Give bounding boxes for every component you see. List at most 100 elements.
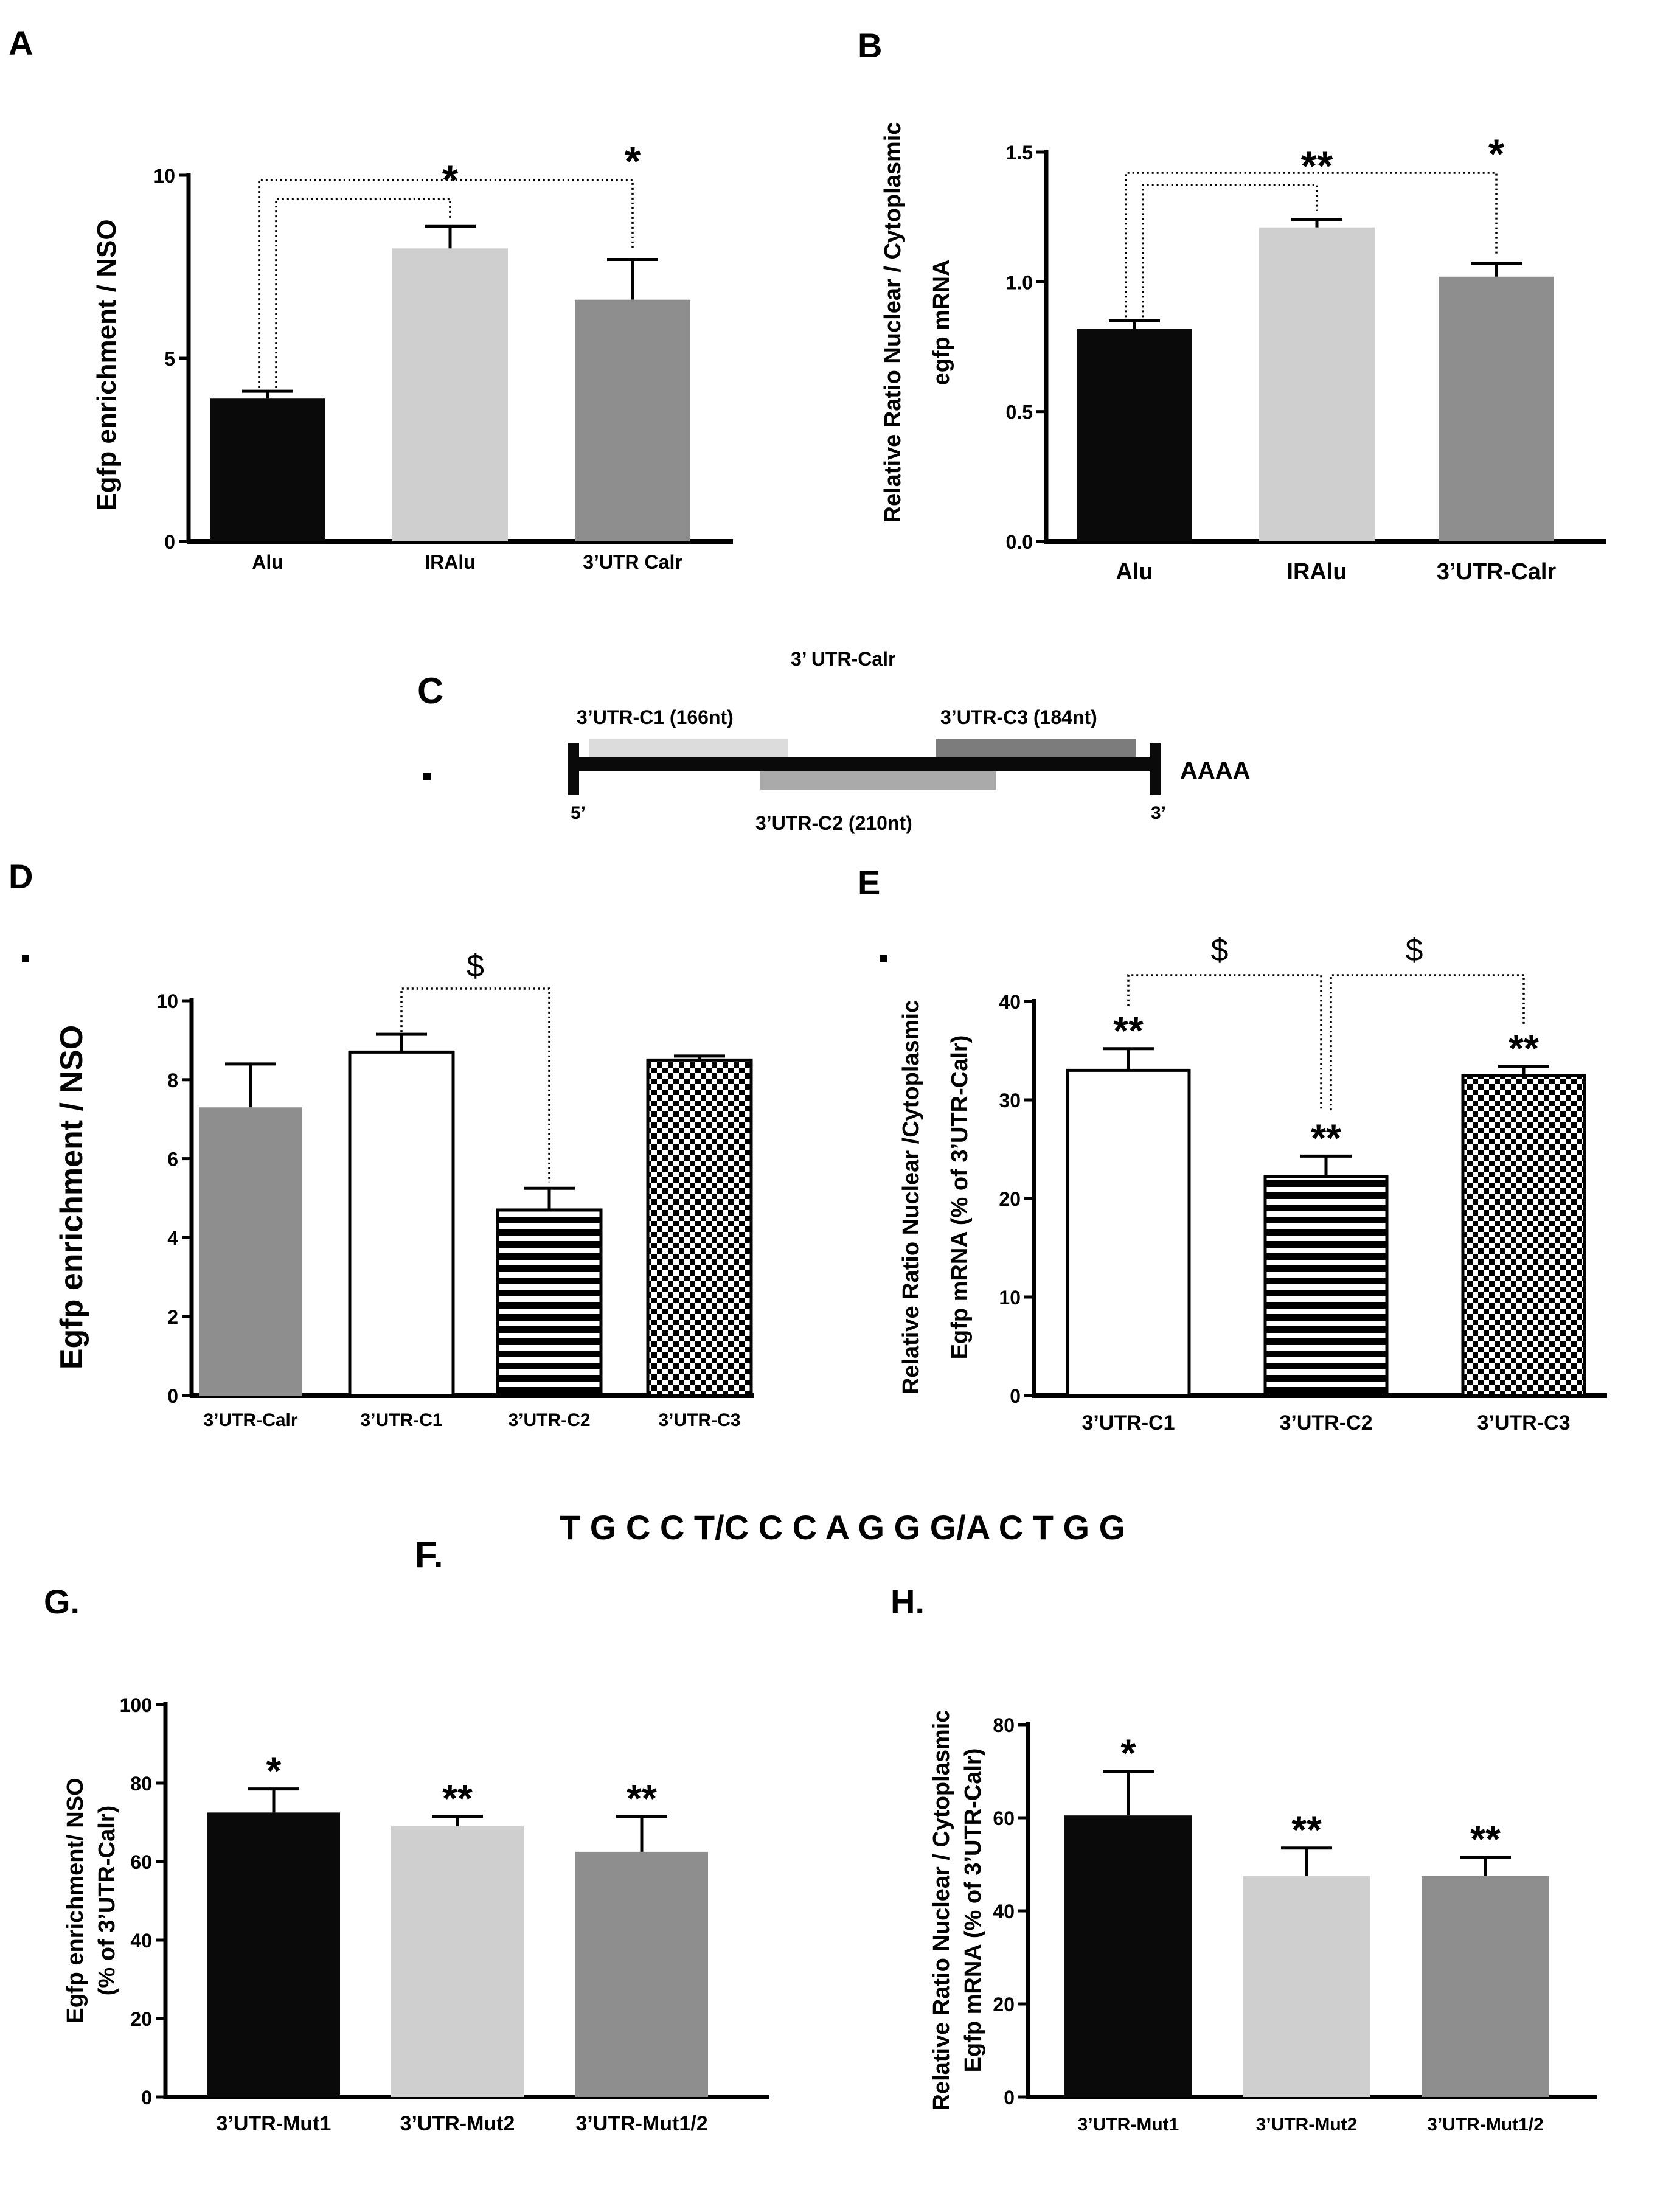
x-tick-label: 3’UTR-Mut2 [400,2112,515,2135]
x-tick-label: 3’UTR-Mut1 [1078,2115,1179,2135]
bar-significance: ** [1291,1808,1322,1852]
sequence-text: T G C C T/C C C A G G G/A C T G G [560,1508,1125,1546]
schematic-title: 3’ UTR-Calr [791,648,895,670]
segment-c2-bar [760,771,996,790]
x-tick-label: 3’UTR-C2 [508,1410,590,1430]
segment-c3-label: 3’UTR-C3 (184nt) [940,706,1097,728]
bracket-label: $ [1406,933,1423,968]
bar [1243,1876,1370,2097]
y-tick-label: 1.0 [1006,271,1033,293]
y-tick-label: 20 [993,1994,1015,2015]
y-tick-label: 10 [999,1287,1021,1309]
y-axis-label-line: (% of 3’UTR-Calr) [94,1806,120,1995]
bracket-label: $ [1211,933,1229,968]
bar [207,1812,340,2097]
x-tick-label: 3’UTR Calr [583,551,682,573]
panel-label-e: E [858,863,880,902]
y-tick-label: 0 [141,2087,152,2109]
significance-bracket [258,179,634,388]
stray-dot [880,955,887,962]
x-tick-label: 3’UTR-Calr [1437,559,1557,585]
bar [575,1851,708,2097]
significance-bracket [1142,184,1318,318]
bracket-label: ** [1301,143,1333,189]
y-tick-label: 80 [993,1714,1015,1736]
y-tick-label: 0.0 [1006,531,1033,553]
y-tick-label: 0 [167,1385,178,1407]
bar [496,1208,603,1397]
transcript-line [573,757,1151,771]
left-end-cap [568,743,579,795]
x-tick-label: 3’UTR-Mut2 [1256,2115,1358,2135]
bar-significance: ** [1311,1116,1341,1160]
chart-e: Relative Ratio Nuclear /Cytoplasmic Egfp … [898,933,1607,1435]
polya-label: AAAA [1180,757,1251,784]
y-axis-label-line: Relative Ratio Nuclear / Cytoplasmic [880,122,906,523]
bar-significance: ** [442,1776,473,1820]
y-tick-label: 8 [167,1069,178,1091]
bracket-label: $ [467,948,484,984]
y-tick-label: 20 [130,2008,152,2030]
right-end-cap [1150,743,1161,795]
y-axis-label-line: Relative Ratio Nuclear / Cytoplasmic [929,1710,954,2111]
y-tick-label: 6 [167,1149,178,1170]
y-tick-label: 60 [130,1851,152,1873]
charts-layer: Egfp enrichment / NSO 0 5 10 Alu IRAlu 3’UTR C… [54,122,1607,2135]
x-tick-label: IRAlu [1286,559,1347,585]
y-tick-label: 0 [1004,2087,1015,2109]
y-tick-label: 0 [1010,1385,1021,1407]
segment-c1-bar [589,739,788,757]
bar-significance: * [266,1749,282,1793]
panel-label-h: H. [891,1582,925,1621]
x-tick-label: IRAlu [425,551,476,573]
bar-significance: ** [1113,1009,1144,1052]
stray-dot [22,955,29,962]
bar-significance: ** [627,1776,657,1820]
bar [1461,1074,1586,1397]
significance-bracket [400,987,550,1183]
significance-bracket [1125,172,1498,318]
y-axis-label-line: Relative Ratio Nuclear /Cytoplasmic [898,1000,924,1394]
y-axis-label-line: Egfp mRNA (% of 3’UTR-Calr) [947,1035,973,1360]
y-axis-label-line: Egfp enrichment/ NSO [63,1778,88,2023]
x-tick-label: 3’UTR-C2 [1279,1411,1372,1435]
chart-b: Relative Ratio Nuclear / Cytoplasmic egfp… [880,122,1606,585]
y-axis-label-line: Egfp mRNA (% of 3’UTR-Calr) [960,1748,986,2073]
segment-c3-bar [936,739,1136,757]
end-5-label: 5’ [571,803,586,823]
panel-label-a: A [9,24,33,62]
y-axis-label: Egfp enrichment / NSO [54,1025,89,1369]
bar [391,1826,524,2097]
stray-dot [423,773,431,780]
x-tick-label: 3’UTR-Mut1/2 [1427,2115,1544,2135]
bar-significance: ** [1509,1026,1539,1070]
bar [1259,227,1375,541]
x-tick-label: 3’UTR-Mut1/2 [575,2112,707,2135]
x-tick-label: 3’UTR-Mut1 [217,2112,332,2135]
chart-h: Relative Ratio Nuclear / Cytoplasmic Egfp… [929,1710,1597,2135]
sequence-panel-label: F. [415,1534,443,1575]
chart-a: Egfp enrichment / NSO 0 5 10 Alu IRAlu 3’UTR C… [92,138,733,573]
x-tick-label: 3’UTR-C1 [1081,1411,1175,1435]
bar [1439,276,1554,541]
y-tick-label: 0 [164,531,175,553]
bar [646,1058,753,1397]
y-tick-label: 0.5 [1006,402,1033,423]
y-tick-label: 5 [164,348,175,370]
y-tick-label: 1.5 [1006,142,1033,164]
bar [1422,1876,1549,2097]
bar-significance: * [1121,1731,1136,1775]
bar [1066,1068,1191,1397]
x-tick-label: 3’UTR-C3 [1477,1411,1570,1435]
schematic-panel-label: C [417,670,443,711]
significance-bracket [1127,974,1322,1111]
bar [348,1050,455,1397]
y-tick-label: 4 [167,1227,178,1249]
y-tick-label: 40 [993,1901,1015,1922]
y-axis-label-line: egfp mRNA [929,260,954,386]
bar [210,398,325,541]
bracket-label: * [1488,131,1505,177]
y-tick-label: 20 [999,1188,1021,1210]
x-tick-label: Alu [252,551,283,573]
